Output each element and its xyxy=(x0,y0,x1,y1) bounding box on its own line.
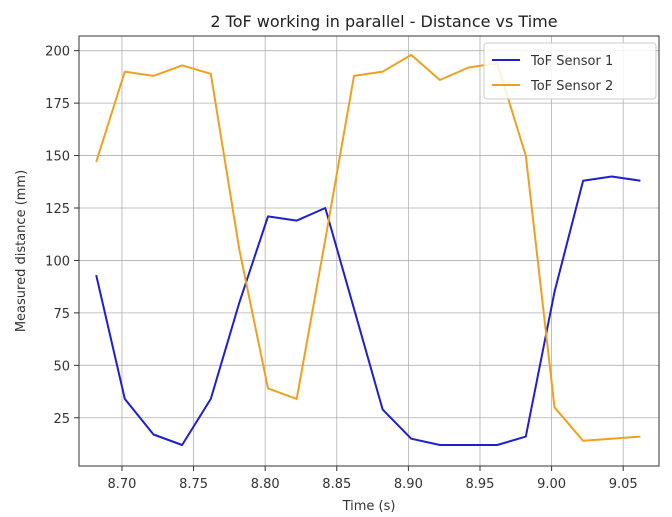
legend-label-sensor-2: ToF Sensor 2 xyxy=(530,79,613,94)
y-tick-label: 25 xyxy=(53,412,70,427)
y-tick-label: 175 xyxy=(45,97,70,112)
x-tick-label: 8.90 xyxy=(394,477,423,492)
series-line-sensor-1 xyxy=(95,175,641,446)
legend: ToF Sensor 1 ToF Sensor 2 xyxy=(483,42,657,100)
x-tick-label: 8.85 xyxy=(322,477,351,492)
legend-box xyxy=(483,42,657,100)
x-tick-label: 9.05 xyxy=(609,477,638,492)
x-tick-label: 8.70 xyxy=(107,477,136,492)
y-tick-label: 100 xyxy=(45,254,70,269)
y-tick-label: 200 xyxy=(45,45,70,60)
x-tick-label: 8.75 xyxy=(179,477,208,492)
y-tick-label: 125 xyxy=(45,202,70,217)
x-tick-label: 8.80 xyxy=(251,477,280,492)
x-tick-label: 8.95 xyxy=(466,477,495,492)
x-axis-label: Time (s) xyxy=(342,499,396,514)
y-tick-label: 50 xyxy=(53,359,70,374)
x-axis: 8.70 8.75 8.80 8.85 8.90 8.95 9.00 9.05 xyxy=(107,466,638,492)
y-axis: 25 50 75 100 125 150 175 200 xyxy=(45,45,79,427)
y-tick-label: 150 xyxy=(45,150,70,165)
plot-frame xyxy=(78,35,660,467)
y-tick-label: 75 xyxy=(53,307,70,322)
series-lines xyxy=(95,53,641,446)
series-line-sensor-2 xyxy=(95,53,641,442)
legend-label-sensor-1: ToF Sensor 1 xyxy=(530,54,613,69)
chart-title: 2 ToF working in parallel - Distance vs … xyxy=(210,12,557,31)
x-tick-label: 9.00 xyxy=(537,477,566,492)
grid xyxy=(79,36,659,466)
y-axis-label: Measured distance (mm) xyxy=(14,170,29,332)
